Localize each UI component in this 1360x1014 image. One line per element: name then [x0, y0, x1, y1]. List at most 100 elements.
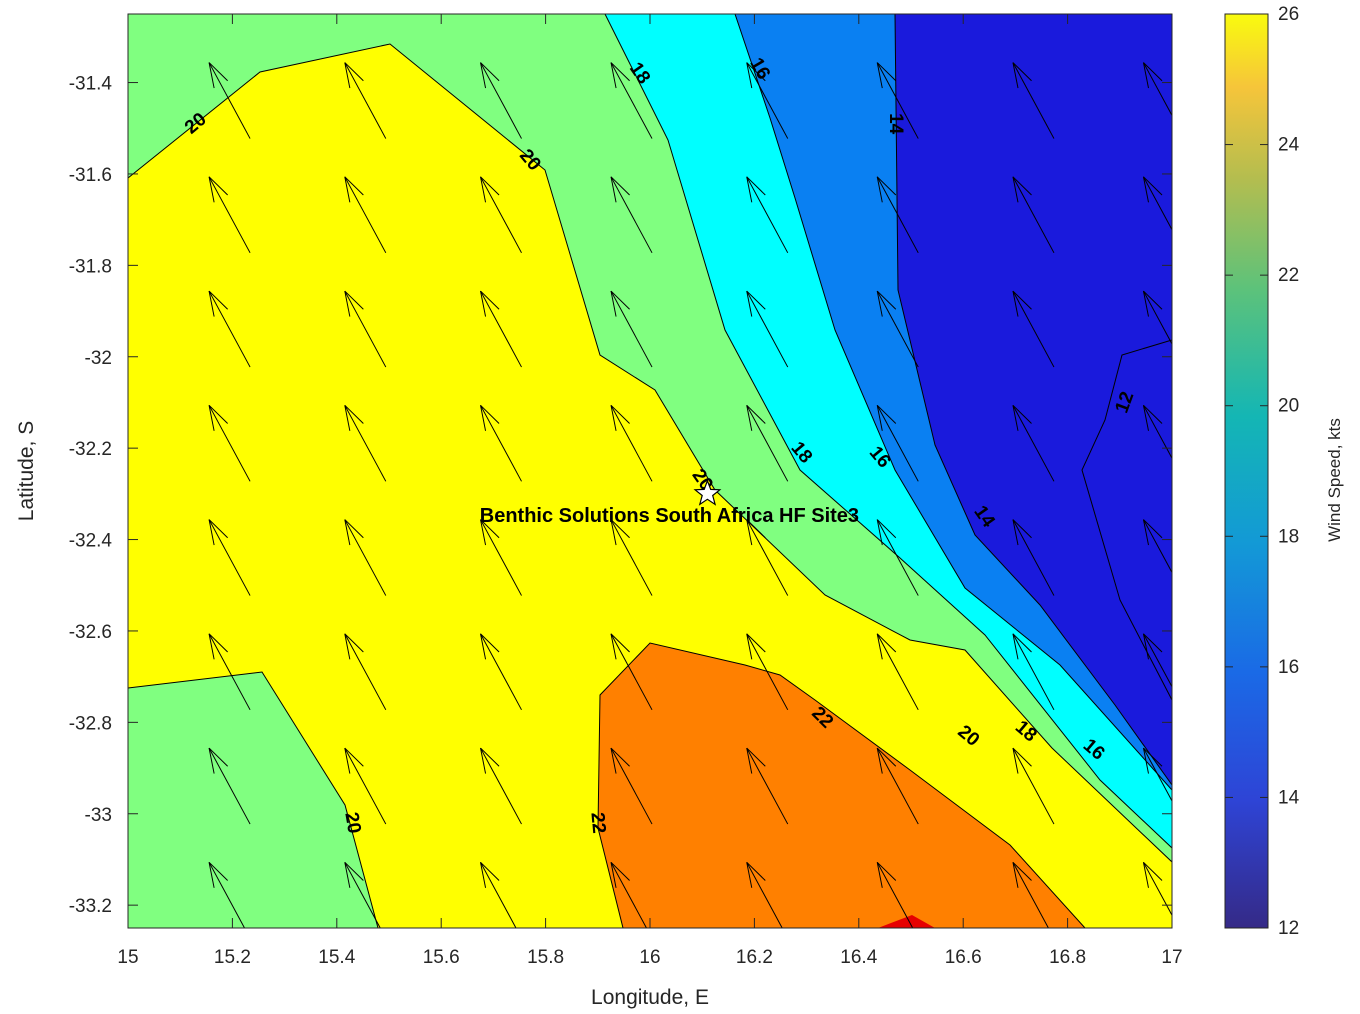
y-tick-label: -32.6 — [69, 622, 112, 643]
wind-arrow — [1142, 861, 1172, 917]
x-axis: 15 15.2 15.4 15.6 15.8 16 16.2 16.4 16.6 16.8 17 — [117, 14, 1183, 968]
x-tick-label: 15.6 — [423, 947, 460, 968]
wind-arrow — [746, 861, 783, 928]
wind-arrow — [1012, 633, 1055, 711]
colorbar-tick-label: 20 — [1278, 396, 1299, 417]
wind-arrow — [208, 404, 251, 482]
y-tick-label: -31.6 — [69, 165, 112, 186]
wind-arrow — [610, 633, 653, 711]
y-tick-label: -32.2 — [69, 439, 112, 460]
wind-arrow — [208, 290, 251, 368]
x-tick-label: 16.8 — [1049, 947, 1086, 968]
y-tick-label: -31.4 — [69, 74, 113, 95]
wind-arrow — [480, 861, 517, 928]
colorbar-tick-label: 24 — [1278, 135, 1300, 156]
wind-arrow — [480, 633, 522, 711]
wind-arrow — [1012, 861, 1049, 928]
wind-arrow — [610, 176, 653, 254]
x-tick-label: 15 — [117, 947, 138, 968]
y-tick-label: -32.4 — [69, 531, 113, 552]
wind-arrow — [1012, 290, 1055, 368]
band-gt24 — [878, 915, 935, 928]
wind-arrow — [344, 633, 387, 711]
band-lt12 — [895, 14, 1172, 785]
wind-arrow — [876, 633, 919, 711]
wind-arrow — [208, 62, 251, 139]
wind-arrow — [746, 176, 789, 254]
colorbar-tick-label: 26 — [1278, 4, 1299, 25]
wind-arrow — [480, 62, 522, 139]
colorbar-tick-label: 22 — [1278, 265, 1299, 286]
wind-arrow — [610, 519, 653, 596]
wind-arrow — [610, 290, 653, 368]
wind-arrow — [1142, 519, 1172, 574]
wind-arrow — [208, 176, 251, 254]
colorbar: 12 14 16 18 20 22 24 26 Wind Speed, kts — [1224, 4, 1344, 939]
wind-arrow — [480, 519, 522, 596]
x-tick-label: 15.4 — [318, 947, 355, 968]
contour-lines — [128, 14, 1172, 928]
y-tick-label: -33.2 — [69, 896, 112, 917]
wind-arrow — [876, 747, 919, 825]
contour-label: 22 — [586, 811, 609, 834]
wind-arrow — [208, 747, 251, 825]
colorbar-label: Wind Speed, kts — [1325, 418, 1344, 542]
wind-arrow — [1012, 62, 1055, 139]
wind-arrow — [344, 404, 387, 482]
wind-arrow — [1012, 747, 1055, 825]
wind-arrow — [876, 519, 919, 596]
wind-arrow — [1012, 176, 1055, 254]
y-tick-label: -33 — [85, 805, 112, 826]
wind-arrow — [610, 62, 653, 139]
wind-arrow — [208, 519, 251, 596]
wind-arrow — [746, 747, 789, 825]
wind-arrow — [344, 176, 387, 254]
y-tick-label: -32.8 — [69, 713, 112, 734]
colorbar-tick-label: 18 — [1278, 526, 1299, 547]
wind-arrow — [746, 633, 789, 711]
wind-arrow — [208, 861, 246, 928]
wind-arrow — [344, 290, 387, 368]
wind-arrow — [344, 861, 381, 928]
x-axis-label: Longitude, E — [591, 986, 709, 1009]
contour-label: 14 — [885, 113, 906, 135]
x-tick-label: 15.8 — [527, 947, 564, 968]
wind-vectors — [208, 62, 1172, 928]
wind-arrow — [480, 404, 522, 482]
wind-arrow — [1142, 176, 1172, 231]
colorbar-tick-label: 14 — [1278, 787, 1300, 808]
y-axis-label: Latitude, S — [15, 421, 38, 521]
wind-arrow — [480, 176, 522, 254]
band-20-22-main — [128, 44, 1172, 928]
wind-arrow — [876, 404, 919, 482]
site-label: Benthic Solutions South Africa HF Site3 — [480, 505, 859, 527]
wind-arrow — [746, 290, 789, 368]
wind-arrow — [610, 861, 648, 928]
wind-arrow — [1142, 747, 1172, 803]
colorbar-ticks: 12 14 16 18 20 22 24 26 — [1225, 4, 1300, 939]
wind-arrow — [1142, 290, 1172, 346]
wind-arrow — [1142, 633, 1172, 688]
wind-arrow — [746, 62, 789, 139]
wind-arrow — [1142, 62, 1172, 117]
x-tick-label: 16 — [639, 947, 660, 968]
colorbar-gradient — [1224, 13, 1269, 929]
band-22-24 — [598, 643, 1085, 928]
wind-arrow — [344, 519, 387, 596]
wind-arrow — [876, 176, 919, 254]
x-tick-label: 17 — [1161, 947, 1182, 968]
y-tick-label: -31.8 — [69, 256, 112, 277]
wind-arrow — [876, 62, 919, 139]
x-tick-label: 16.6 — [945, 947, 982, 968]
wind-arrow — [610, 747, 653, 825]
x-tick-label: 16.2 — [736, 947, 773, 968]
wind-arrow — [480, 290, 522, 368]
wind-arrow — [1012, 404, 1055, 482]
wind-arrow — [1012, 519, 1055, 596]
y-axis: -31.4 -31.6 -31.8 -32 -32.2 -32.4 -32.6 -32.8 -3… — [69, 74, 1172, 917]
x-tick-label: 16.4 — [840, 947, 877, 968]
wind-arrow — [610, 404, 653, 482]
wind-arrow — [344, 747, 387, 825]
wind-arrow — [876, 290, 919, 368]
